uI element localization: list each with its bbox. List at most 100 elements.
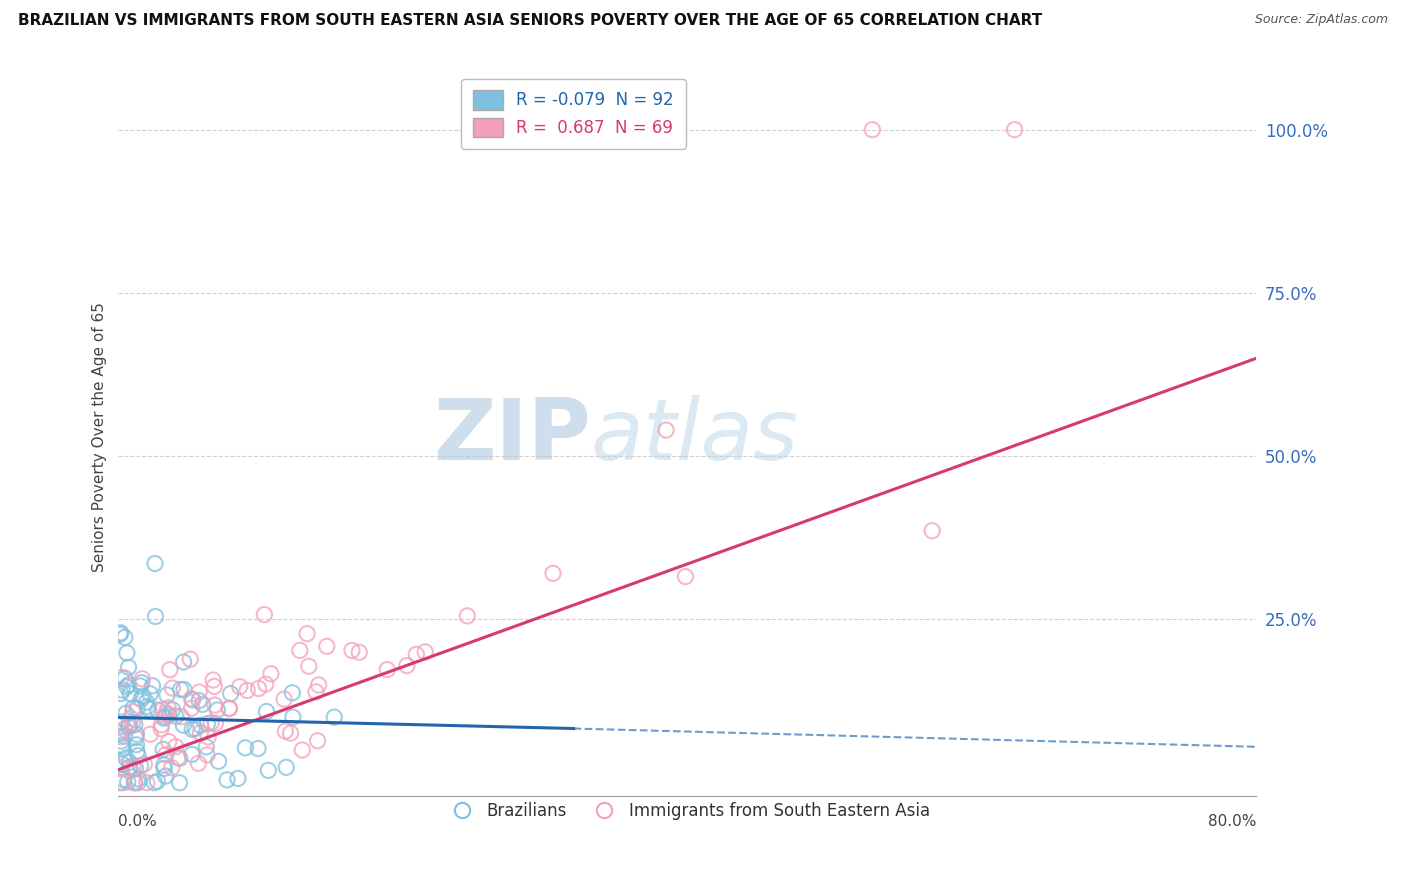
Point [143,775,166,789]
Point [202,680,225,694]
Text: atlas: atlas [591,395,799,478]
Point [162,703,184,717]
Point [150,722,173,736]
Point [145,609,167,624]
Point [155,706,177,721]
Point [112,740,135,755]
Point [108,775,131,789]
Point [195,716,218,731]
Point [307,733,329,747]
Point [200,715,222,730]
Point [195,739,218,754]
Point [139,727,162,741]
Point [157,701,180,715]
Point [124,717,146,731]
Point [118,756,141,770]
Point [295,626,318,640]
Point [273,692,295,706]
Point [111,683,134,698]
Point [127,772,149,786]
Point [655,423,678,437]
Point [139,687,162,701]
Point [195,747,218,762]
Point [136,699,159,714]
Point [117,678,139,692]
Point [157,734,180,748]
Point [110,686,132,700]
Point [129,679,152,693]
Point [114,671,136,685]
Point [108,627,131,641]
Point [219,687,242,701]
Point [156,688,179,702]
Point [117,774,139,789]
Point [181,723,204,737]
Point [131,672,153,686]
Text: ZIP: ZIP [433,395,591,478]
Point [124,731,146,745]
Point [127,775,149,789]
Point [120,687,142,701]
Point [247,681,270,696]
Point [165,739,187,754]
Point [1004,122,1026,136]
Y-axis label: Seniors Poverty Over the Age of 65: Seniors Poverty Over the Age of 65 [93,301,107,572]
Point [111,757,134,772]
Point [122,701,145,715]
Point [197,730,219,744]
Text: 80.0%: 80.0% [1208,814,1257,829]
Point [274,724,297,739]
Point [127,748,149,763]
Point [395,658,418,673]
Point [456,608,478,623]
Legend: Brazilians, Immigrants from South Eastern Asia: Brazilians, Immigrants from South Easter… [439,796,936,827]
Point [218,701,240,715]
Point [323,710,346,724]
Point [159,663,181,677]
Point [153,761,176,775]
Point [204,716,226,731]
Text: BRAZILIAN VS IMMIGRANTS FROM SOUTH EASTERN ASIA SENIORS POVERTY OVER THE AGE OF : BRAZILIAN VS IMMIGRANTS FROM SOUTH EASTE… [18,13,1042,29]
Point [157,707,180,722]
Point [298,659,321,673]
Point [132,690,155,704]
Point [228,680,250,694]
Point [129,758,152,772]
Point [170,710,193,724]
Point [190,725,212,739]
Point [124,775,146,789]
Point [180,747,202,762]
Point [118,718,141,732]
Point [180,691,202,706]
Point [125,738,148,752]
Point [143,557,166,571]
Point [280,726,302,740]
Point [860,122,883,136]
Point [108,730,131,744]
Point [291,743,314,757]
Point [115,646,138,660]
Point [115,706,138,721]
Point [247,741,270,756]
Point [110,625,132,640]
Point [254,677,277,691]
Point [111,739,134,753]
Point [204,698,226,712]
Point [155,769,177,783]
Point [122,775,145,789]
Point [135,695,157,709]
Point [190,718,212,732]
Point [162,681,184,695]
Point [118,760,141,774]
Point [138,702,160,716]
Point [117,660,139,674]
Point [202,673,225,687]
Point [257,764,280,778]
Point [114,631,136,645]
Point [340,643,363,657]
Point [115,751,138,765]
Point [217,772,239,787]
Point [110,670,132,684]
Point [260,666,283,681]
Point [236,683,259,698]
